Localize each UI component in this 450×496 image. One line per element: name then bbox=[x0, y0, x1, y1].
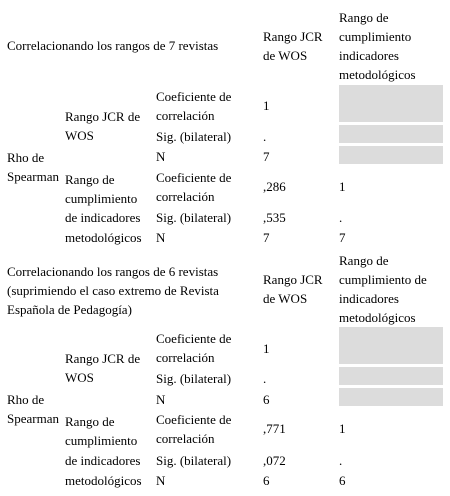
value-cell: 7 bbox=[339, 230, 346, 245]
value-cell: 1 bbox=[339, 179, 346, 194]
empty-cell bbox=[339, 146, 443, 164]
row-var-cumpl: cumplimiento bbox=[65, 191, 138, 206]
col-header-jcr: Rango JCR bbox=[263, 272, 323, 287]
section-title: Correlacionando los rangos de 6 revistas bbox=[7, 264, 219, 279]
row-var-jcr: Rango JCR de bbox=[65, 109, 141, 124]
value-cell: . bbox=[339, 453, 343, 468]
row-var-jcr: Rango JCR de bbox=[65, 351, 141, 366]
stat-n: N bbox=[156, 473, 166, 488]
method-label: Spearman bbox=[7, 169, 59, 184]
method-label: Rho de bbox=[7, 392, 45, 407]
stat-coef: correlación bbox=[156, 189, 215, 204]
stat-n: N bbox=[156, 392, 166, 407]
empty-cell bbox=[339, 125, 443, 143]
stat-coef: correlación bbox=[156, 350, 215, 365]
method-label: Rho de bbox=[7, 150, 45, 165]
col-header-cumpl: metodológicos bbox=[339, 67, 416, 82]
stat-coef: Coeficiente de bbox=[156, 331, 232, 346]
stat-coef: Coeficiente de bbox=[156, 170, 232, 185]
value-cell: 7 bbox=[263, 149, 270, 164]
value-cell: 6 bbox=[263, 473, 270, 488]
empty-cell bbox=[339, 327, 443, 364]
value-cell: . bbox=[339, 210, 343, 225]
value-cell: 7 bbox=[263, 230, 270, 245]
section-title: Española de Pedagogía) bbox=[7, 302, 132, 317]
stat-coef: Coeficiente de bbox=[156, 412, 232, 427]
section-title: Correlacionando los rangos de 7 revistas bbox=[7, 38, 219, 53]
method-label: Spearman bbox=[7, 411, 59, 426]
row-var-cumpl: de indicadores bbox=[65, 453, 141, 468]
stat-coef: Coeficiente de bbox=[156, 89, 232, 104]
value-cell: . bbox=[263, 129, 267, 144]
value-cell: . bbox=[263, 371, 267, 386]
value-cell: ,072 bbox=[263, 453, 286, 468]
row-var-cumpl: metodológicos bbox=[65, 473, 142, 488]
stat-coef: correlación bbox=[156, 431, 215, 446]
stat-sig: Sig. (bilateral) bbox=[156, 371, 232, 386]
stat-n: N bbox=[156, 149, 166, 164]
empty-cell bbox=[339, 367, 443, 385]
col-header-jcr: de WOS bbox=[263, 291, 308, 306]
section-title: (suprimiendo el caso extremo de Revista bbox=[7, 283, 219, 298]
col-header-cumpl: cumplimiento de bbox=[339, 272, 427, 287]
stat-sig: Sig. (bilateral) bbox=[156, 210, 232, 225]
stat-coef: correlación bbox=[156, 108, 215, 123]
value-cell: 1 bbox=[263, 98, 270, 113]
col-header-cumpl: Rango de bbox=[339, 253, 389, 268]
row-var-jcr: WOS bbox=[65, 128, 94, 143]
stat-n: N bbox=[156, 230, 166, 245]
col-header-cumpl: indicadores bbox=[339, 48, 399, 63]
col-header-cumpl: Rango de bbox=[339, 10, 389, 25]
row-var-cumpl: metodológicos bbox=[65, 230, 142, 245]
value-cell: ,771 bbox=[263, 421, 286, 436]
col-header-jcr: Rango JCR bbox=[263, 29, 323, 44]
row-var-cumpl: Rango de bbox=[65, 172, 115, 187]
row-var-cumpl: cumplimiento bbox=[65, 433, 138, 448]
col-header-cumpl: cumplimiento bbox=[339, 29, 412, 44]
col-header-cumpl: metodológicos bbox=[339, 310, 416, 325]
col-header-jcr: de WOS bbox=[263, 48, 308, 63]
row-var-cumpl: Rango de bbox=[65, 414, 115, 429]
empty-cell bbox=[339, 85, 443, 122]
col-header-cumpl: indicadores bbox=[339, 291, 399, 306]
value-cell: ,535 bbox=[263, 210, 286, 225]
empty-cell bbox=[339, 388, 443, 406]
row-var-jcr: WOS bbox=[65, 370, 94, 385]
value-cell: 1 bbox=[263, 341, 270, 356]
stat-sig: Sig. (bilateral) bbox=[156, 453, 232, 468]
stat-sig: Sig. (bilateral) bbox=[156, 129, 232, 144]
value-cell: 1 bbox=[339, 421, 346, 436]
value-cell: 6 bbox=[263, 392, 270, 407]
value-cell: ,286 bbox=[263, 179, 286, 194]
value-cell: 6 bbox=[339, 473, 346, 488]
row-var-cumpl: de indicadores bbox=[65, 210, 141, 225]
